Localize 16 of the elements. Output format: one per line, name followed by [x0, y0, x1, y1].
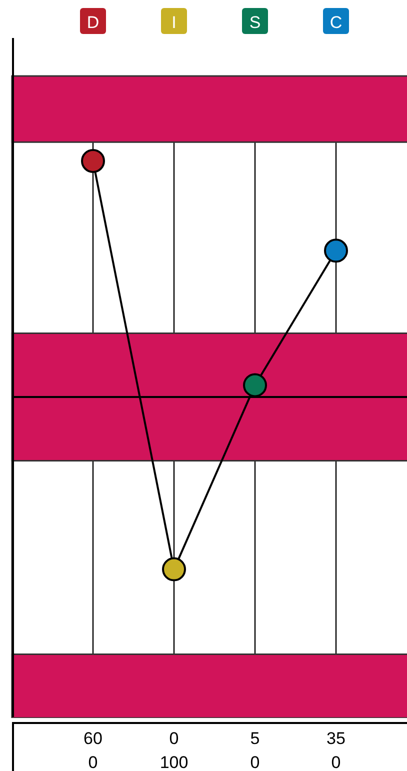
text: 60 [82, 729, 104, 749]
point [324, 238, 348, 263]
x-tick-label: C [330, 13, 342, 32]
text: 0 [249, 753, 261, 771]
text: 35 [326, 729, 346, 749]
text: 0 [168, 729, 180, 749]
point [162, 557, 186, 582]
point [81, 148, 105, 173]
text: 0 [87, 753, 99, 771]
x-tick-label: I [172, 13, 176, 32]
x-tick-label: D [86, 13, 100, 32]
text: 5 [249, 729, 261, 749]
point [243, 373, 267, 398]
x-tick-label: S [249, 13, 261, 32]
text: 0 [330, 753, 342, 771]
text: 100 [158, 753, 190, 771]
